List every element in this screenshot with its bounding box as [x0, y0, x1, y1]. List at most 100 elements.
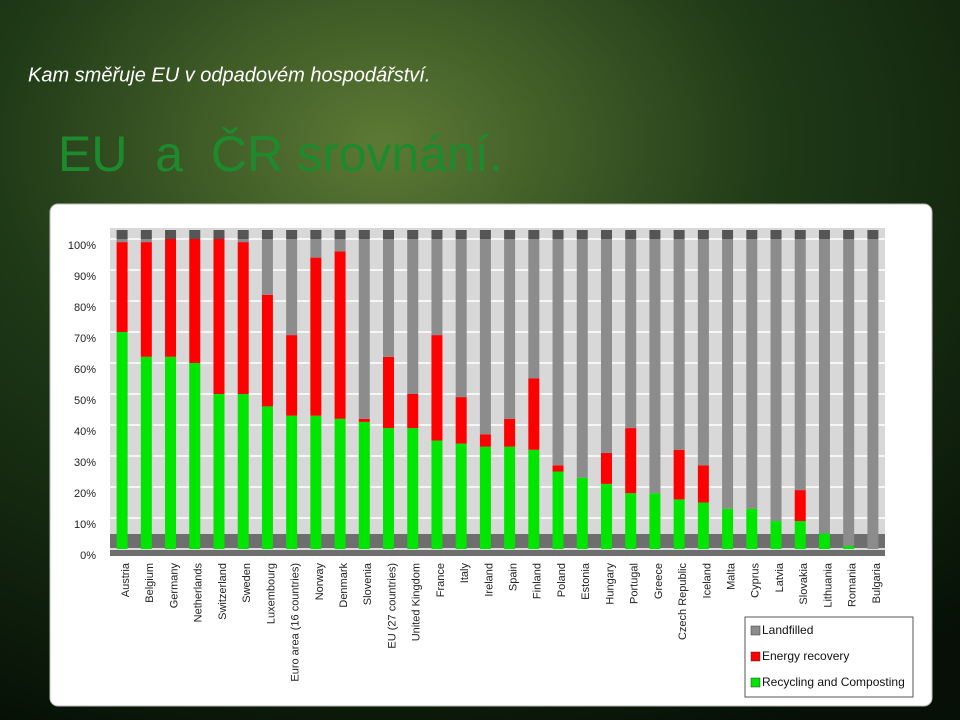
bar-cap	[697, 230, 709, 239]
y-tick-label: 30%	[74, 457, 96, 469]
y-tick-label: 90%	[74, 271, 96, 283]
bar-cap	[746, 230, 758, 239]
bar-cap	[867, 230, 879, 239]
bar-segment	[528, 378, 540, 450]
bar-cap	[770, 230, 782, 239]
x-tick-label: Italy	[459, 563, 471, 584]
bar-segment	[746, 239, 758, 509]
bar-cap	[431, 230, 443, 239]
bar-segment	[140, 356, 152, 549]
y-tick-label: 100%	[68, 240, 96, 252]
x-tick-label: Finland	[532, 563, 544, 599]
x-tick-label: Lithuania	[822, 562, 834, 608]
bar-segment	[334, 239, 346, 252]
bar-cap	[140, 230, 152, 239]
bar-segment	[455, 443, 467, 549]
legend-swatch	[750, 677, 761, 688]
x-tick-label: France	[435, 563, 447, 597]
x-tick-label: Ireland	[483, 563, 495, 597]
y-tick-label: 60%	[74, 364, 96, 376]
bar-segment	[383, 239, 395, 357]
bar-segment	[843, 545, 855, 549]
bar-segment	[697, 465, 709, 503]
x-tick-label: Slovenia	[362, 562, 374, 605]
bar-segment	[697, 239, 709, 466]
bar-cap	[165, 230, 177, 239]
bar-segment	[455, 239, 467, 398]
bar-segment	[600, 452, 612, 484]
bar-segment	[213, 394, 225, 549]
bar-segment	[213, 239, 225, 394]
bar-cap	[358, 230, 370, 239]
legend	[744, 616, 914, 698]
bar-cap	[625, 230, 637, 239]
bar-segment	[794, 490, 806, 522]
y-tick-label: 40%	[74, 426, 96, 438]
bar-cap	[237, 230, 249, 239]
bar-segment	[116, 239, 128, 243]
bar-segment	[770, 521, 782, 549]
bar-segment	[261, 406, 273, 549]
bar-segment	[334, 418, 346, 549]
bar-segment	[286, 415, 298, 549]
x-tick-label: Luxembourg	[265, 563, 277, 624]
bar-segment	[843, 239, 855, 546]
bar-cap	[383, 230, 395, 239]
bar-segment	[504, 446, 516, 549]
x-tick-label: Cyprus	[750, 563, 762, 598]
bar-segment	[383, 428, 395, 549]
bar-segment	[431, 239, 443, 336]
x-tick-label: Norway	[314, 563, 326, 601]
legend-swatch	[750, 651, 761, 662]
bar-cap	[479, 230, 491, 239]
x-tick-label: Switzerland	[217, 563, 229, 620]
x-tick-label: EU (27 countries)	[386, 563, 398, 649]
x-tick-label: Estonia	[580, 562, 592, 600]
bar-segment	[697, 502, 709, 549]
x-tick-label: United Kingdom	[411, 563, 423, 641]
bar-segment	[116, 332, 128, 549]
y-tick-label: 80%	[74, 302, 96, 314]
x-tick-label: Bulgaria	[871, 562, 883, 603]
bar-cap	[310, 230, 322, 239]
bar-segment	[504, 418, 516, 447]
bar-segment	[310, 239, 322, 258]
bar-segment	[600, 483, 612, 549]
bar-cap	[673, 230, 685, 239]
bar-segment	[407, 428, 419, 549]
bar-segment	[552, 465, 564, 472]
bar-cap	[455, 230, 467, 239]
bar-segment	[479, 434, 491, 447]
bar-segment	[310, 257, 322, 416]
legend-swatch	[750, 625, 761, 636]
x-tick-label: Belgium	[144, 563, 156, 603]
x-tick-label: Euro area (16 countries)	[290, 563, 302, 682]
bar-segment	[358, 418, 370, 422]
x-tick-label: Netherlands	[193, 563, 205, 623]
bar-cap	[189, 230, 201, 239]
bar-segment	[528, 449, 540, 549]
bar-segment	[116, 242, 128, 332]
plot-floor	[110, 534, 885, 556]
bar-cap	[407, 230, 419, 239]
bar-segment	[189, 239, 201, 363]
bar-segment	[794, 521, 806, 549]
bar-segment	[600, 239, 612, 453]
bar-cap	[722, 230, 734, 239]
bar-cap	[213, 230, 225, 239]
bar-cap	[286, 230, 298, 239]
y-tick-label: 10%	[74, 519, 96, 531]
bar-segment	[770, 239, 782, 522]
bar-segment	[528, 239, 540, 379]
bar-segment	[358, 421, 370, 549]
bar-cap	[576, 230, 588, 239]
bar-segment	[455, 397, 467, 444]
bar-segment	[237, 239, 249, 243]
bar-segment	[625, 239, 637, 429]
x-tick-label: Spain	[508, 563, 520, 591]
bar-segment	[165, 356, 177, 549]
bar-segment	[237, 242, 249, 394]
bar-segment	[673, 449, 685, 500]
x-tick-label: Sweden	[241, 563, 253, 603]
